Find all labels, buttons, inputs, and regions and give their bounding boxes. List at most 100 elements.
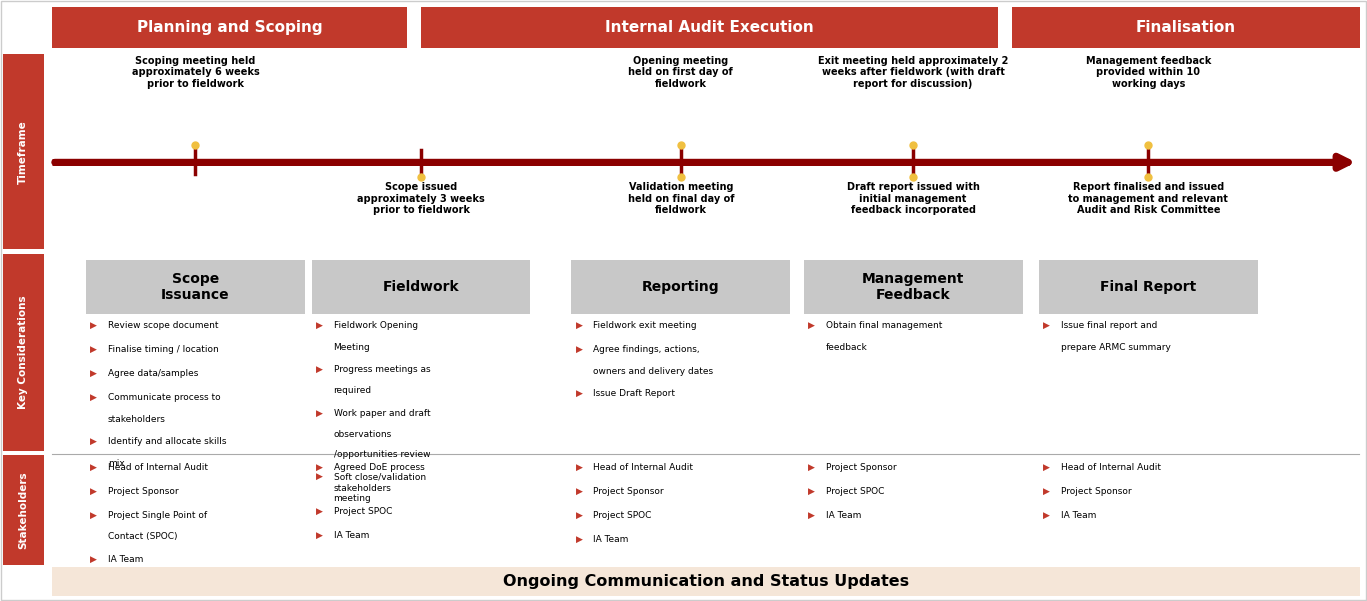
Text: ▶: ▶ xyxy=(90,463,97,472)
Text: Final Report: Final Report xyxy=(1100,279,1196,294)
Text: ▶: ▶ xyxy=(808,463,815,472)
Text: owners and delivery dates: owners and delivery dates xyxy=(593,367,714,376)
Text: Timeframe: Timeframe xyxy=(18,120,29,184)
Text: Management feedback
provided within 10
working days: Management feedback provided within 10 w… xyxy=(1085,56,1211,89)
Text: Issue Draft Report: Issue Draft Report xyxy=(593,389,675,398)
Text: Meeting: Meeting xyxy=(334,343,370,352)
Text: Project Sponsor: Project Sponsor xyxy=(826,463,897,472)
Text: /opportunities review: /opportunities review xyxy=(334,450,431,459)
Text: Issue final report and: Issue final report and xyxy=(1061,321,1158,330)
Text: Head of Internal Audit: Head of Internal Audit xyxy=(1061,463,1161,472)
Text: feedback: feedback xyxy=(826,343,868,352)
Text: Soft close/validation: Soft close/validation xyxy=(334,472,425,481)
Text: Reporting: Reporting xyxy=(642,279,719,294)
FancyBboxPatch shape xyxy=(312,260,530,314)
Text: ▶: ▶ xyxy=(576,511,582,520)
Text: Draft report issued with
initial management
feedback incorporated: Draft report issued with initial managem… xyxy=(846,182,980,215)
FancyBboxPatch shape xyxy=(1039,260,1258,314)
Text: Contact (SPOC): Contact (SPOC) xyxy=(108,532,178,542)
Text: ▶: ▶ xyxy=(90,345,97,354)
Text: Report finalised and issued
to management and relevant
Audit and Risk Committee: Report finalised and issued to managemen… xyxy=(1069,182,1228,215)
Text: observations: observations xyxy=(334,430,392,439)
FancyBboxPatch shape xyxy=(421,7,998,48)
Text: Key Considerations: Key Considerations xyxy=(18,295,29,409)
Text: ▶: ▶ xyxy=(316,531,323,540)
Text: ▶: ▶ xyxy=(90,511,97,520)
Text: Project SPOC: Project SPOC xyxy=(593,511,652,520)
Text: Scope
Issuance: Scope Issuance xyxy=(161,272,230,302)
Text: Agreed DoE process: Agreed DoE process xyxy=(334,463,424,472)
Text: Scoping meeting held
approximately 6 weeks
prior to fieldwork: Scoping meeting held approximately 6 wee… xyxy=(131,56,260,89)
Text: IA Team: IA Team xyxy=(593,535,629,544)
FancyBboxPatch shape xyxy=(3,254,44,451)
Text: Internal Audit Execution: Internal Audit Execution xyxy=(606,20,813,35)
Text: IA Team: IA Team xyxy=(108,555,144,564)
Text: Ongoing Communication and Status Updates: Ongoing Communication and Status Updates xyxy=(503,575,909,589)
Text: ▶: ▶ xyxy=(1043,511,1050,520)
Text: Exit meeting held approximately 2
weeks after fieldwork (with draft
report for d: Exit meeting held approximately 2 weeks … xyxy=(817,56,1009,89)
Text: ▶: ▶ xyxy=(1043,463,1050,472)
Text: ▶: ▶ xyxy=(576,345,582,354)
FancyBboxPatch shape xyxy=(52,7,407,48)
Text: ▶: ▶ xyxy=(808,321,815,330)
Text: ▶: ▶ xyxy=(316,463,323,472)
Text: Communicate process to: Communicate process to xyxy=(108,393,220,402)
Text: IA Team: IA Team xyxy=(1061,511,1096,520)
Text: Fieldwork exit meeting: Fieldwork exit meeting xyxy=(593,321,697,330)
Text: ▶: ▶ xyxy=(576,321,582,330)
Text: stakeholders: stakeholders xyxy=(334,484,391,493)
Text: ▶: ▶ xyxy=(576,487,582,496)
Text: ▶: ▶ xyxy=(90,393,97,402)
Text: prepare ARMC summary: prepare ARMC summary xyxy=(1061,343,1170,352)
Text: Obtain final management: Obtain final management xyxy=(826,321,942,330)
Text: Work paper and draft: Work paper and draft xyxy=(334,409,431,418)
FancyBboxPatch shape xyxy=(3,54,44,249)
FancyBboxPatch shape xyxy=(571,260,790,314)
Text: Agree findings, actions,: Agree findings, actions, xyxy=(593,345,700,354)
Text: Identify and allocate skills: Identify and allocate skills xyxy=(108,437,227,446)
Text: ▶: ▶ xyxy=(316,472,323,481)
Text: ▶: ▶ xyxy=(1043,321,1050,330)
Text: Fieldwork Opening: Fieldwork Opening xyxy=(334,321,418,330)
Text: Project Sponsor: Project Sponsor xyxy=(593,487,664,496)
Text: Fieldwork: Fieldwork xyxy=(383,279,459,294)
Text: ▶: ▶ xyxy=(1043,487,1050,496)
Text: ▶: ▶ xyxy=(576,389,582,398)
Text: ▶: ▶ xyxy=(576,535,582,544)
Text: Management
Feedback: Management Feedback xyxy=(863,272,964,302)
Text: ▶: ▶ xyxy=(808,511,815,520)
Text: meeting: meeting xyxy=(334,494,372,503)
Text: Review scope document: Review scope document xyxy=(108,321,219,330)
Text: Head of Internal Audit: Head of Internal Audit xyxy=(108,463,208,472)
FancyBboxPatch shape xyxy=(804,260,1023,314)
Text: Project Single Point of: Project Single Point of xyxy=(108,511,208,520)
Text: stakeholders: stakeholders xyxy=(108,415,165,424)
Text: required: required xyxy=(334,386,372,395)
Text: Planning and Scoping: Planning and Scoping xyxy=(137,20,323,35)
Text: Opening meeting
held on first day of
fieldwork: Opening meeting held on first day of fie… xyxy=(629,56,733,89)
Text: ▶: ▶ xyxy=(576,463,582,472)
FancyBboxPatch shape xyxy=(3,455,44,565)
Text: ▶: ▶ xyxy=(316,409,323,418)
Text: ▶: ▶ xyxy=(316,365,323,374)
FancyBboxPatch shape xyxy=(86,260,305,314)
Text: Project SPOC: Project SPOC xyxy=(334,507,392,516)
Text: ▶: ▶ xyxy=(90,369,97,378)
Text: Progress meetings as: Progress meetings as xyxy=(334,365,431,374)
Text: ▶: ▶ xyxy=(90,437,97,446)
FancyBboxPatch shape xyxy=(52,567,1360,596)
FancyBboxPatch shape xyxy=(1012,7,1360,48)
Text: ▶: ▶ xyxy=(90,321,97,330)
Text: ▶: ▶ xyxy=(90,487,97,496)
Text: IA Team: IA Team xyxy=(826,511,861,520)
Text: ▶: ▶ xyxy=(808,487,815,496)
Text: Agree data/samples: Agree data/samples xyxy=(108,369,198,378)
Text: Scope issued
approximately 3 weeks
prior to fieldwork: Scope issued approximately 3 weeks prior… xyxy=(357,182,485,215)
Text: Finalisation: Finalisation xyxy=(1136,20,1236,35)
Text: Finalise timing / location: Finalise timing / location xyxy=(108,345,219,354)
Text: mix: mix xyxy=(108,459,124,468)
Text: Project Sponsor: Project Sponsor xyxy=(108,487,179,496)
Text: Project Sponsor: Project Sponsor xyxy=(1061,487,1132,496)
Text: ▶: ▶ xyxy=(90,555,97,564)
Text: ▶: ▶ xyxy=(316,321,323,330)
